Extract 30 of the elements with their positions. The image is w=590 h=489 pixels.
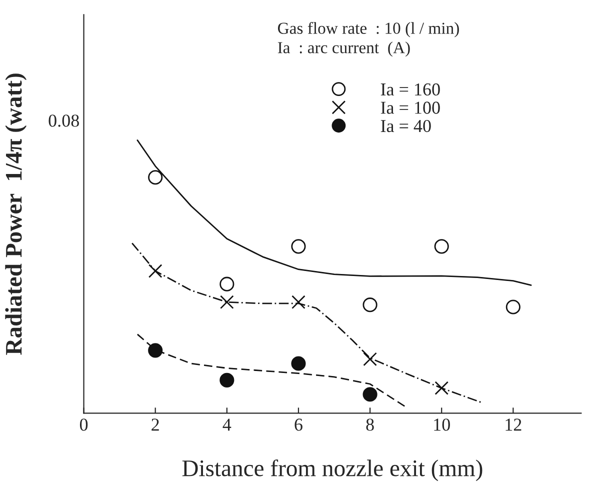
point bbox=[434, 239, 449, 254]
legend-label: Ia = 160 bbox=[380, 83, 440, 96]
point bbox=[220, 276, 234, 292]
point bbox=[362, 298, 378, 312]
point bbox=[506, 300, 520, 314]
text: Gas flow rate : 10 (l / min) bbox=[278, 22, 459, 38]
x-tick-label: 2 bbox=[152, 418, 159, 431]
point bbox=[362, 387, 378, 402]
x-tick-label: 0 bbox=[80, 418, 88, 431]
point bbox=[291, 239, 306, 254]
y-axis-title: Radiated Power 1/4π (watt) bbox=[5, 74, 27, 355]
text: 0.08 bbox=[48, 114, 79, 127]
legend-label: Ia = 40 bbox=[380, 120, 431, 132]
point bbox=[148, 170, 163, 185]
point bbox=[148, 343, 163, 358]
x-tick-label: 6 bbox=[294, 418, 302, 431]
point bbox=[292, 295, 306, 310]
x-tick-label: 10 bbox=[434, 418, 450, 431]
point bbox=[220, 372, 234, 388]
point bbox=[291, 356, 306, 371]
point bbox=[434, 381, 449, 395]
x-tick-label: 4 bbox=[222, 418, 232, 431]
legend-label: Ia = 100 bbox=[380, 102, 440, 114]
x-tick-label: 12 bbox=[506, 418, 522, 431]
x-axis-title: Distance from nozzle exit (mm) bbox=[182, 459, 482, 482]
point bbox=[363, 352, 377, 366]
point bbox=[220, 295, 234, 310]
point bbox=[148, 264, 162, 278]
text: Ia : arc current (A) bbox=[278, 42, 410, 57]
x-tick-label: 8 bbox=[366, 418, 374, 431]
